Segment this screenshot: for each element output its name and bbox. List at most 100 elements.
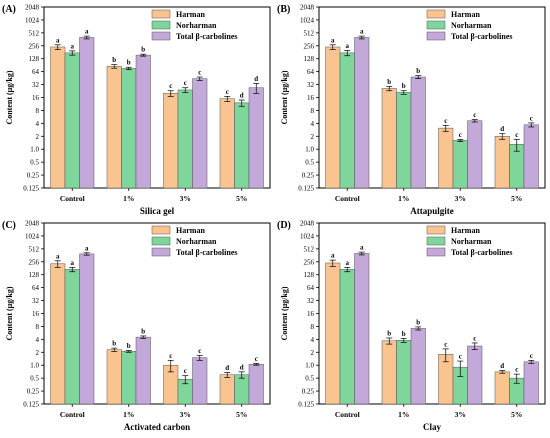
significance-letter: b [402, 330, 406, 338]
y-tick-label: 0.5 [30, 375, 39, 383]
y-tick-label: 32 [307, 297, 315, 305]
panel-label: (B) [277, 4, 290, 15]
legend-label: Norharman [176, 21, 217, 30]
x-tick-label: Control [60, 410, 85, 419]
bar [467, 120, 483, 189]
y-tick-label: 128 [304, 55, 315, 63]
y-tick-label: 0.25 [302, 388, 315, 396]
bar [438, 127, 454, 189]
legend-label: Norharman [451, 21, 492, 30]
bar [106, 349, 122, 405]
y-axis-label: Content (μg/kg) [280, 70, 289, 124]
x-tick-label: 1% [123, 410, 134, 419]
legend-swatch [151, 20, 171, 30]
significance-letter: b [402, 82, 406, 90]
legend-label: Total β-carbolines [451, 248, 512, 257]
x-tick-label: 5% [236, 410, 247, 419]
legend-swatch [151, 247, 171, 257]
significance-letter: b [416, 318, 420, 326]
y-tick-label: 0.125 [298, 401, 314, 409]
bar [192, 357, 208, 405]
significance-letter: a [71, 259, 75, 267]
bar [64, 269, 80, 405]
legend-label: Total β-carbolines [176, 248, 237, 257]
y-tick-label: 1024 [25, 232, 40, 240]
y-tick-label: 8 [36, 107, 40, 115]
y-tick-label: 32 [32, 297, 40, 305]
legend-label: Harman [451, 10, 480, 19]
y-tick-label: 2048 [25, 4, 40, 12]
significance-letter: d [500, 125, 504, 133]
bar [325, 262, 341, 405]
significance-letter: c [198, 69, 201, 77]
y-tick-label: 32 [307, 81, 315, 89]
y-tick-label: 64 [307, 68, 315, 76]
legend-label: Total β-carbolines [451, 32, 512, 41]
significance-letter: a [346, 259, 350, 267]
bar [79, 253, 95, 405]
y-tick-label: 0.5 [305, 375, 314, 383]
x-axis-label: Attapulgite [410, 206, 454, 216]
y-tick-label: 8 [36, 323, 40, 331]
significance-letter: b [141, 327, 145, 335]
legend-swatch [151, 9, 171, 19]
y-tick-label: 128 [29, 55, 40, 63]
x-tick-label: Control [335, 194, 360, 203]
y-tick-label: 16 [307, 310, 315, 318]
x-tick-label: 5% [236, 194, 247, 203]
legend-swatch [426, 31, 446, 41]
y-tick-label: 16 [307, 94, 315, 102]
significance-letter: c [459, 131, 462, 139]
y-tick-label: 2 [36, 133, 40, 141]
significance-letter: a [360, 244, 364, 252]
x-tick-label: Control [335, 410, 360, 419]
significance-letter: c [459, 353, 462, 361]
bar [339, 269, 355, 405]
significance-letter: c [226, 88, 229, 96]
x-tick-label: Control [60, 194, 85, 203]
chart-panel-d: (D) 0.125 0.25 0.5 1.0 2 4 8 16 32 64 128 256 512 1024… [277, 220, 546, 432]
y-tick-label: 2 [36, 349, 40, 357]
bar [248, 87, 264, 189]
y-tick-label: 32 [32, 81, 40, 89]
x-tick-label: 5% [511, 194, 522, 203]
x-tick-label: 3% [455, 410, 466, 419]
y-tick-label: 2048 [300, 4, 315, 12]
bar [121, 68, 137, 189]
significance-letter: c [515, 366, 518, 374]
bar [177, 89, 193, 189]
bar [339, 52, 355, 189]
bar [410, 76, 426, 189]
bar [452, 140, 468, 189]
significance-letter: c [198, 347, 201, 355]
significance-letter: a [85, 28, 89, 36]
significance-letter: d [240, 363, 244, 371]
y-tick-label: 1.0 [305, 146, 314, 154]
x-tick-label: 1% [398, 194, 409, 203]
significance-letter: b [387, 330, 391, 338]
y-tick-label: 256 [29, 42, 40, 50]
bar [354, 253, 370, 405]
y-tick-label: 256 [304, 258, 315, 266]
y-tick-label: 2 [311, 349, 315, 357]
significance-letter: a [360, 28, 364, 36]
legend-swatch [151, 225, 171, 235]
x-tick-label: 1% [398, 410, 409, 419]
legend-swatch [151, 31, 171, 41]
legend-label: Harman [176, 10, 205, 19]
y-tick-label: 4 [36, 120, 40, 128]
y-tick-label: 0.5 [30, 159, 39, 167]
significance-letter: d [254, 75, 258, 83]
panel-label: (C) [2, 220, 16, 231]
legend-label: Harman [451, 226, 480, 235]
significance-letter: c [444, 117, 447, 125]
y-tick-label: 0.25 [27, 172, 40, 180]
significance-letter: d [240, 91, 244, 99]
y-axis-label: Content (μg/kg) [5, 70, 14, 124]
bar [396, 92, 412, 189]
y-tick-label: 2048 [300, 220, 315, 228]
y-axis-label: Content (μg/kg) [280, 286, 289, 340]
bar [163, 93, 179, 189]
y-tick-label: 1024 [300, 232, 315, 240]
